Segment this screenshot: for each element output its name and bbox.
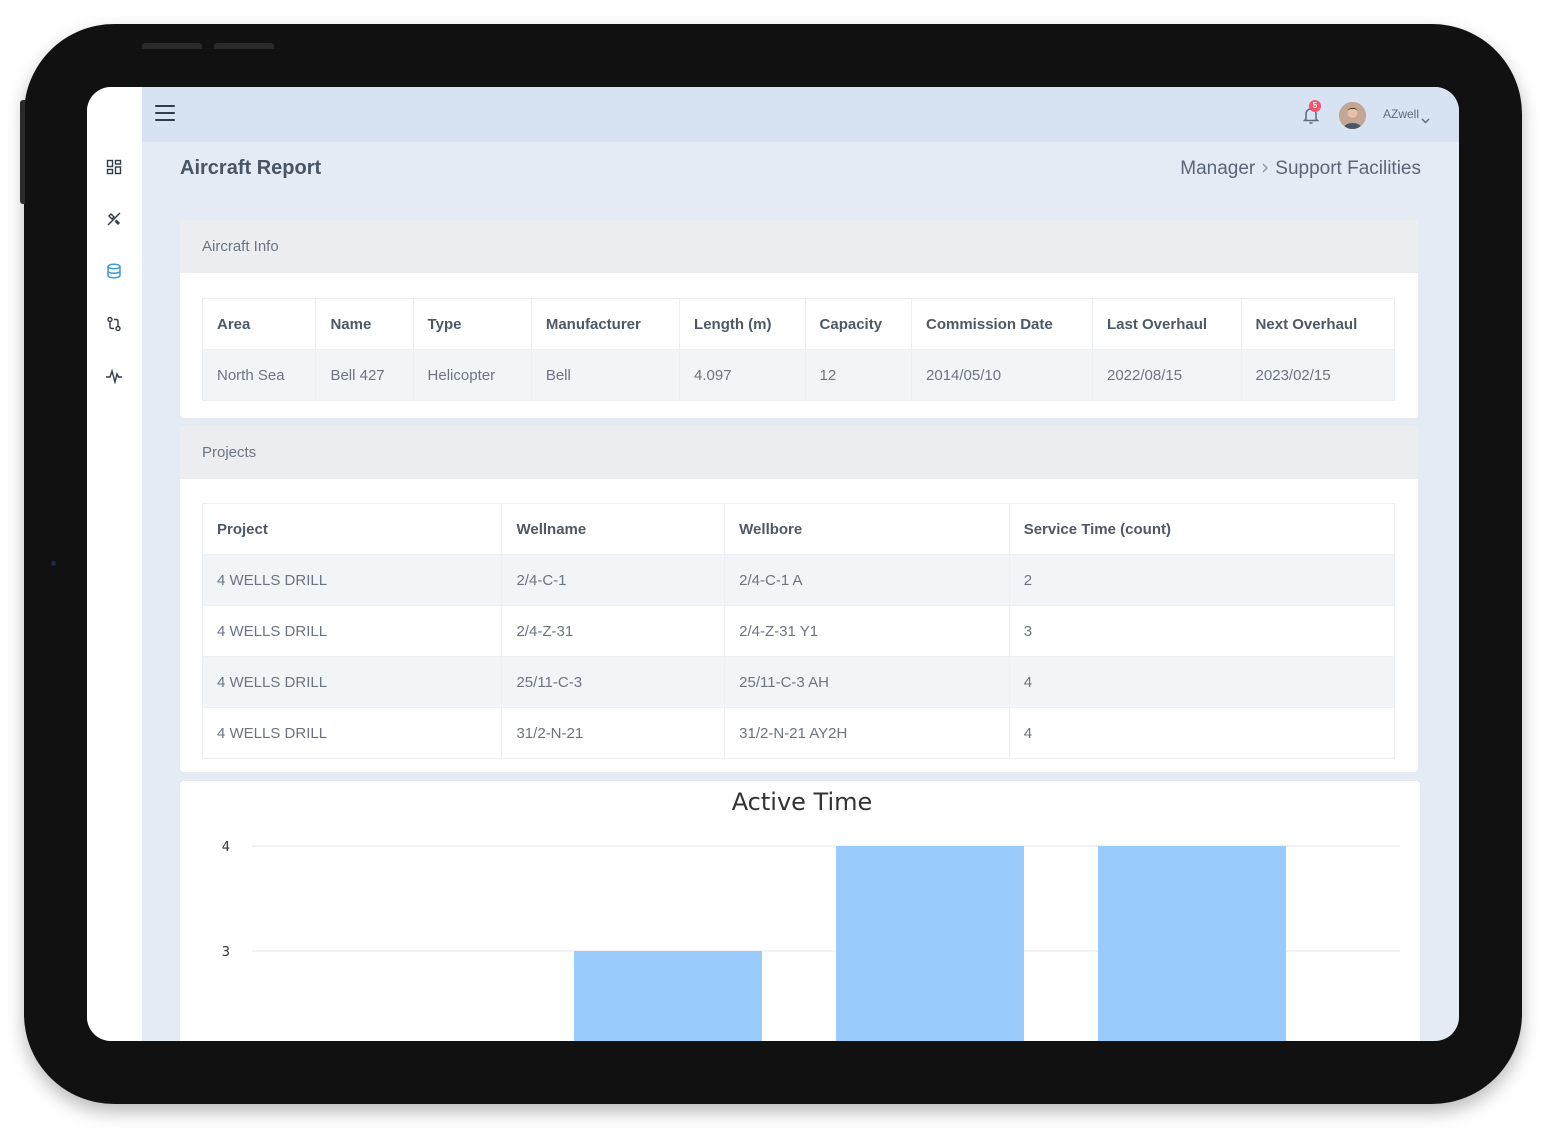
database-icon[interactable] xyxy=(104,261,124,281)
tablet-side-button xyxy=(20,100,25,204)
column-header: Type xyxy=(412,298,532,350)
table-cell: North Sea xyxy=(201,349,317,401)
table-row: 4 WELLS DRILL 31/2-N-21 31/2-N-21 AY2H 4 xyxy=(201,707,1396,759)
table-cell: 4 WELLS DRILL xyxy=(201,605,503,657)
table-cell: 4 WELLS DRILL xyxy=(201,656,503,708)
chart-bar-4[interactable] xyxy=(1098,846,1286,1041)
column-header: Capacity xyxy=(804,298,913,350)
page-title: Aircraft Report xyxy=(180,157,322,179)
projects-table: Project Wellname Wellbore Service Time (cou… xyxy=(201,503,1396,759)
column-header: Wellname xyxy=(501,503,726,555)
table-cell: 4.097 xyxy=(679,349,806,401)
table-cell: 2023/02/15 xyxy=(1240,349,1396,401)
table-cell: 4 WELLS DRILL xyxy=(201,707,503,759)
aircraft-info-title: Aircraft Info xyxy=(180,220,1418,273)
tablet-camera xyxy=(51,561,56,566)
table-cell: 4 xyxy=(1008,707,1396,759)
app-screen: 5 AZwell Aircraft Report Manager Support… xyxy=(87,87,1459,1041)
chevron-right-icon xyxy=(1261,158,1269,180)
topbar: 5 AZwell xyxy=(142,87,1459,142)
aircraft-info-table: Area Name Type Manufacturer Length (m) Capaci… xyxy=(201,298,1396,401)
column-header: Manufacturer xyxy=(530,298,681,350)
column-header: Last Overhaul xyxy=(1092,298,1242,350)
column-header: Wellbore xyxy=(724,503,1010,555)
table-cell: 2/4-C-1 A xyxy=(724,554,1010,606)
projects-title: Projects xyxy=(180,426,1418,479)
table-cell: 2014/05/10 xyxy=(911,349,1093,401)
git-compare-icon[interactable] xyxy=(104,314,124,334)
tools-icon[interactable] xyxy=(104,209,124,229)
table-cell: 25/11-C-3 xyxy=(501,656,726,708)
table-cell: Helicopter xyxy=(412,349,532,401)
table-cell: 12 xyxy=(804,349,913,401)
tablet-button xyxy=(142,43,202,49)
table-cell: 4 xyxy=(1008,656,1396,708)
active-time-chart: Active Time 4 3 xyxy=(222,788,1400,1041)
table-cell: Bell 427 xyxy=(315,349,414,401)
dashboard-icon[interactable] xyxy=(104,157,124,177)
chart-bar-2[interactable] xyxy=(574,951,762,1041)
column-header: Commission Date xyxy=(911,298,1093,350)
table-cell: 2/4-Z-31 Y1 xyxy=(724,605,1010,657)
activity-icon[interactable] xyxy=(104,366,124,386)
tablet-button xyxy=(214,43,274,49)
column-header: Name xyxy=(315,298,414,350)
avatar[interactable] xyxy=(1339,102,1366,129)
table-cell: 2022/08/15 xyxy=(1092,349,1242,401)
username[interactable]: AZwell xyxy=(1382,107,1419,121)
table-row: North Sea Bell 427 Helicopter Bell 4.097 12 20… xyxy=(201,349,1396,401)
menu-icon[interactable] xyxy=(155,105,175,123)
y-tick-label: 4 xyxy=(222,840,230,855)
breadcrumb: Manager Support Facilities xyxy=(1180,158,1421,180)
column-header: Service Time (count) xyxy=(1008,503,1396,555)
chart-bar-3[interactable] xyxy=(836,846,1024,1041)
table-cell: 31/2-N-21 xyxy=(501,707,726,759)
breadcrumb-item-manager[interactable]: Manager xyxy=(1180,158,1256,179)
column-header: Length (m) xyxy=(679,298,806,350)
table-cell: 2/4-Z-31 xyxy=(501,605,726,657)
notification-badge: 5 xyxy=(1309,100,1321,112)
table-cell: 31/2-N-21 AY2H xyxy=(724,707,1010,759)
table-cell: 2/4-C-1 xyxy=(501,554,726,606)
table-cell: 25/11-C-3 AH xyxy=(724,656,1010,708)
chevron-down-icon[interactable] xyxy=(1421,111,1430,129)
y-tick-label: 3 xyxy=(222,945,230,960)
sidebar xyxy=(87,87,142,1041)
column-header: Next Overhaul xyxy=(1240,298,1396,350)
aircraft-info-card: Aircraft Info Area Name Type Manufacturer Le… xyxy=(180,220,1418,418)
active-time-chart-card: Active Time 4 3 xyxy=(180,781,1420,1041)
table-cell: 4 WELLS DRILL xyxy=(201,554,503,606)
table-cell: 2 xyxy=(1008,554,1396,606)
column-header: Area xyxy=(201,298,317,350)
table-row: 4 WELLS DRILL 2/4-Z-31 2/4-Z-31 Y1 3 xyxy=(201,605,1396,657)
table-cell: Bell xyxy=(530,349,681,401)
breadcrumb-item-support-facilities: Support Facilities xyxy=(1275,158,1421,179)
column-header: Project xyxy=(201,503,503,555)
chart-title: Active Time xyxy=(732,788,873,816)
table-row: 4 WELLS DRILL 25/11-C-3 25/11-C-3 AH 4 xyxy=(201,656,1396,708)
table-cell: 3 xyxy=(1008,605,1396,657)
projects-card: Projects Project Wellname Wellbore Service … xyxy=(180,426,1418,772)
